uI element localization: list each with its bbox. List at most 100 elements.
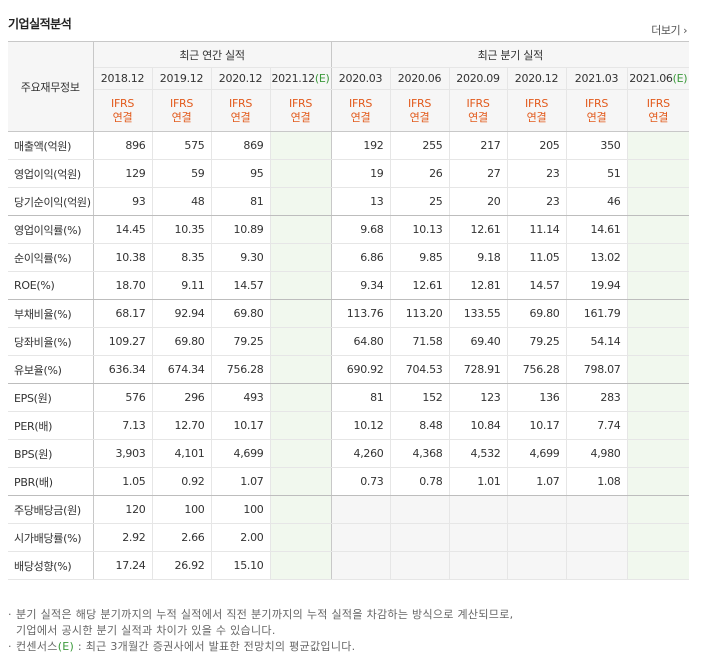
data-row: PBR(배) 1.05 0.92 1.07 0.73 0.78 1.01 1.07 1.08: [8, 467, 689, 496]
cell: 12.61: [448, 215, 507, 244]
cell: 9.18: [448, 243, 507, 272]
cell: 120: [92, 495, 152, 524]
cell: [448, 551, 507, 580]
basis: 연결: [468, 110, 488, 124]
cell: 217: [448, 131, 507, 160]
more-link[interactable]: 더보기 ›: [651, 24, 687, 37]
cell: 26: [389, 159, 449, 188]
row-label: 시가배당률(%): [8, 523, 94, 552]
cell: 14.57: [210, 271, 270, 300]
cell: 9.34: [330, 271, 390, 300]
data-row: ROE(%) 18.70 9.11 14.57 9.34 12.61 12.81 14.57 1…: [8, 271, 689, 300]
cell: 10.89: [210, 215, 270, 244]
cell: [330, 551, 390, 580]
data-row: 부채비율(%) 68.17 92.94 69.80 113.76 113.20 133.55…: [8, 299, 689, 328]
estimate-mark: (E): [57, 640, 75, 653]
cell: 10.38: [92, 243, 152, 272]
data-row: EPS(원) 576 296 493 81 152 123 136 283: [8, 383, 689, 412]
cell: 69.80: [151, 327, 211, 356]
cell: 575: [151, 131, 211, 160]
note-line: 분기 실적은 해당 분기까지의 누적 실적에서 직전 분기까지의 누적 실적을 …: [16, 608, 514, 621]
cell: 10.13: [389, 215, 449, 244]
cell: 54.14: [565, 327, 627, 356]
cell: 23: [506, 187, 566, 216]
cell: 69.80: [210, 299, 270, 328]
cell: 100: [210, 495, 270, 524]
period-header: 2020.12: [506, 67, 566, 90]
cell: 1.05: [92, 467, 152, 496]
cell: 8.35: [151, 243, 211, 272]
cell: [626, 383, 689, 412]
period-header: 2021.12(E): [269, 67, 331, 90]
period-header: 2020.12: [210, 67, 270, 90]
period: 2021.03: [574, 72, 619, 85]
row-label: 배당성향(%): [8, 551, 94, 580]
accounting-header: IFRS 연결: [92, 89, 152, 132]
cell: 11.05: [506, 243, 566, 272]
section-title: 기업실적분석: [8, 17, 72, 31]
cell: 2.66: [151, 523, 211, 552]
cell: 14.57: [506, 271, 566, 300]
data-row: 당기순이익(억원) 93 48 81 13 25 20 23 46: [8, 187, 689, 216]
period: 2020.06: [397, 72, 442, 85]
cell: [626, 159, 689, 188]
accounting-header: IFRS 연결: [565, 89, 627, 132]
cell: 4,699: [210, 439, 270, 468]
cell: [269, 271, 331, 300]
cell: [626, 495, 689, 524]
cell: 1.07: [210, 467, 270, 496]
period: 2021.06: [629, 72, 673, 85]
cell: 69.80: [506, 299, 566, 328]
cell: [626, 271, 689, 300]
data-row: 매출액(억원) 896 575 869 192 255 217 205 350: [8, 131, 689, 160]
cell: 0.92: [151, 467, 211, 496]
cell: 10.17: [506, 411, 566, 440]
accounting: IFRS: [408, 96, 431, 110]
cell: 81: [330, 383, 390, 412]
cell: 4,980: [565, 439, 627, 468]
accounting: IFRS: [170, 96, 193, 110]
cell: 15.10: [210, 551, 270, 580]
accounting-header: IFRS 연결: [210, 89, 270, 132]
cell: 2.92: [92, 523, 152, 552]
cell: [626, 411, 689, 440]
cell: [269, 215, 331, 244]
cell: [626, 215, 689, 244]
group-header: 최근 연간 실적: [92, 41, 331, 68]
cell: [626, 243, 689, 272]
cell: 192: [330, 131, 390, 160]
period: 2020.12: [218, 72, 263, 85]
basis: 연결: [112, 110, 133, 124]
cell: [506, 523, 566, 552]
data-row: 시가배당률(%) 2.92 2.66 2.00: [8, 523, 689, 552]
accounting: IFRS: [525, 96, 548, 110]
cell: 756.28: [506, 355, 566, 384]
row-label: 부채비율(%): [8, 299, 94, 328]
cell: 136: [506, 383, 566, 412]
accounting-header: IFRS 연결: [330, 89, 390, 132]
period-header: 2018.12: [92, 67, 152, 90]
cell: [565, 495, 627, 524]
basis: 연결: [350, 110, 371, 124]
cell: 704.53: [389, 355, 449, 384]
cell: [269, 551, 331, 580]
cell: 13: [330, 187, 390, 216]
cell: 4,101: [151, 439, 211, 468]
cell: [626, 327, 689, 356]
period: 2018.12: [100, 72, 145, 85]
cell: [565, 551, 627, 580]
accounting-header: IFRS 연결: [389, 89, 449, 132]
header-row: 주요재무정보 최근 연간 실적 최근 분기 실적: [8, 41, 689, 132]
cell: 576: [92, 383, 152, 412]
period-header: 2021.03: [565, 67, 627, 90]
cell: 674.34: [151, 355, 211, 384]
cell: 113.76: [330, 299, 390, 328]
cell: [626, 355, 689, 384]
accounting-header: IFRS 연결: [269, 89, 331, 132]
period: 2020.03: [338, 72, 383, 85]
row-label: 당기순이익(억원): [8, 187, 94, 216]
cell: 48: [151, 187, 211, 216]
cell: 4,532: [448, 439, 507, 468]
cell: [269, 131, 331, 160]
data-row: 순이익률(%) 10.38 8.35 9.30 6.86 9.85 9.18 11.05 13.…: [8, 243, 689, 272]
